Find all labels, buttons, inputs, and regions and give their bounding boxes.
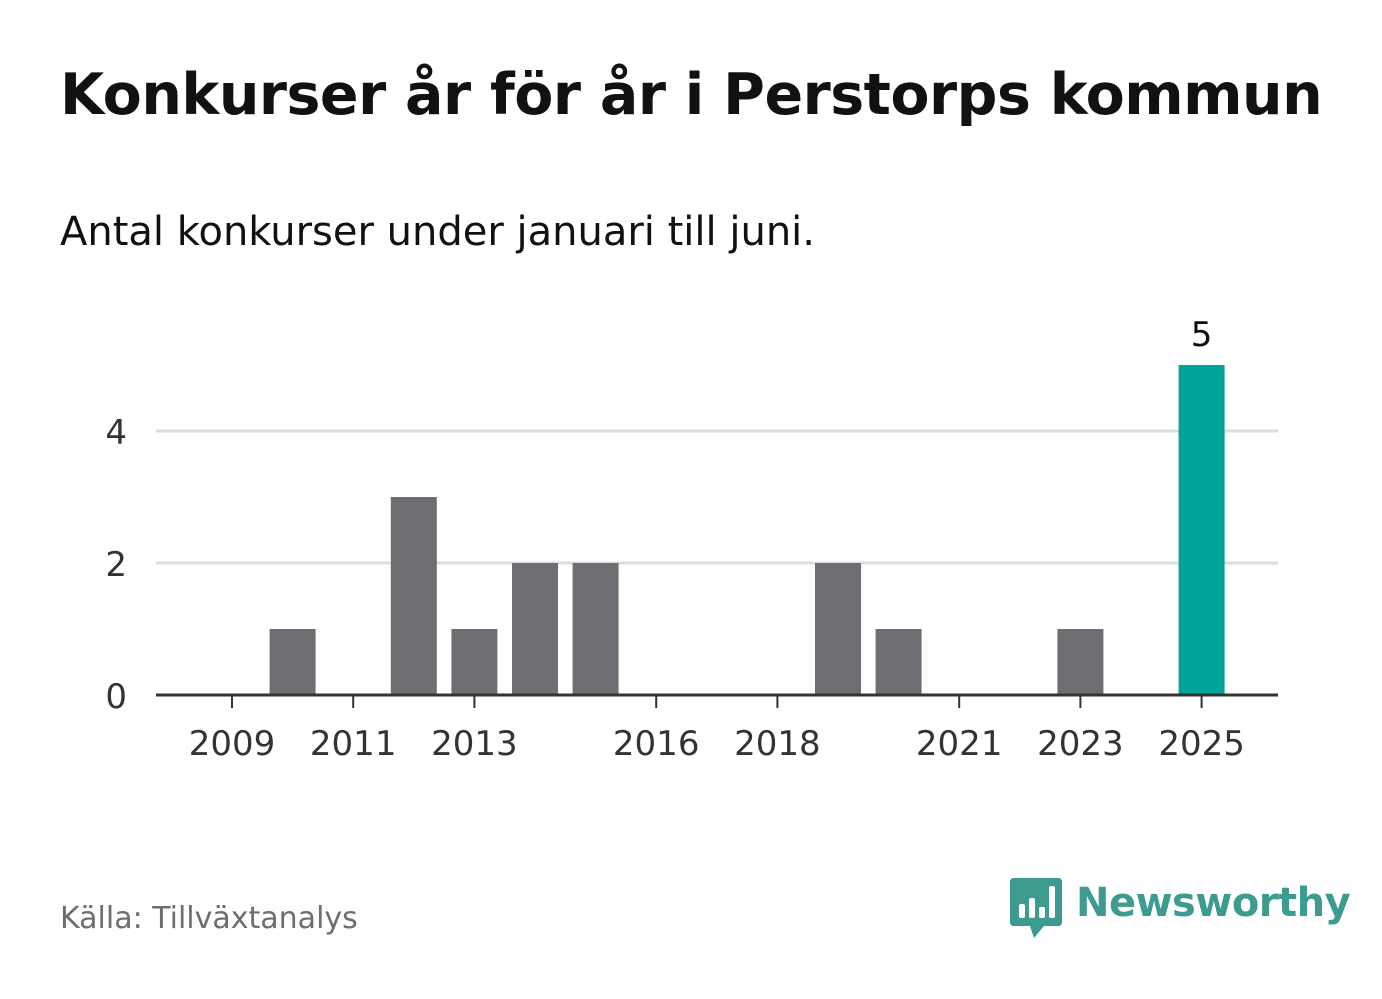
bar-highlight xyxy=(1178,365,1225,695)
chart-subtitle: Antal konkurser under januari till juni. xyxy=(60,209,815,255)
bar xyxy=(572,563,619,695)
x-tick-label: 2009 xyxy=(189,724,276,764)
brand-logo[interactable]: Newsworthy xyxy=(1010,878,1351,942)
x-tick-label: 2021 xyxy=(916,724,1003,764)
labels: 0 2 4 5 2009 2011 2013 2016 2018 2021 2023 2025 xyxy=(105,315,1245,764)
axes xyxy=(156,693,1278,708)
newsworthy-logo-icon xyxy=(1010,878,1062,938)
bar xyxy=(1057,629,1104,695)
x-tick-label: 2016 xyxy=(613,724,700,764)
data-label: 5 xyxy=(1191,315,1213,355)
chart-title: Konkurser år för år i Perstorps kommun xyxy=(60,62,1323,128)
brand-name: Newsworthy xyxy=(1076,880,1351,926)
x-tick-label: 2013 xyxy=(431,724,518,764)
bar xyxy=(875,629,922,695)
bar xyxy=(269,629,316,695)
x-tick-label: 2025 xyxy=(1158,724,1245,764)
bar xyxy=(451,629,498,695)
bar xyxy=(512,563,558,695)
x-tick-label: 2018 xyxy=(734,724,821,764)
source-note: Källa: Tillväxtanalys xyxy=(60,901,358,936)
bar xyxy=(390,497,437,695)
x-tick-label: 2011 xyxy=(310,724,397,764)
y-tick-label: 4 xyxy=(105,413,127,453)
y-tick-label: 0 xyxy=(105,677,127,717)
y-tick-label: 2 xyxy=(105,545,127,585)
grid-lines xyxy=(156,429,1278,565)
bars xyxy=(269,365,1225,695)
x-tick-label: 2023 xyxy=(1037,724,1124,764)
bar xyxy=(815,563,861,695)
